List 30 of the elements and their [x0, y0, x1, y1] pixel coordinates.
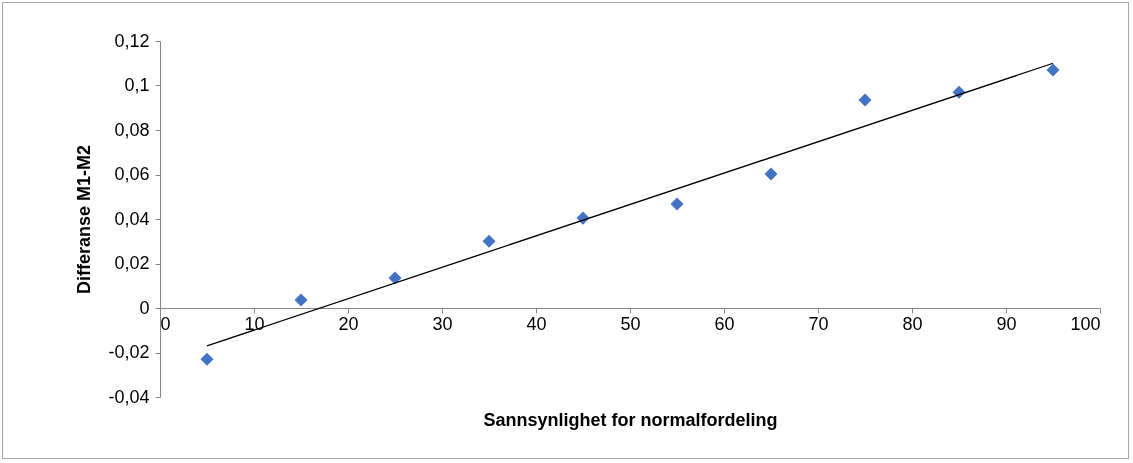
y-tick-label: 0,06: [114, 164, 150, 184]
x-tick-label: 80: [902, 313, 923, 334]
point: [670, 197, 684, 211]
y-tick-label: 0: [139, 297, 150, 318]
x-tick-label: 0: [160, 313, 171, 334]
point: [1046, 63, 1060, 77]
point: [764, 167, 778, 181]
y-tick-label: 0,02: [114, 253, 150, 273]
x-tick-label: 70: [808, 313, 829, 334]
x-tick-label: 90: [996, 313, 1017, 334]
x-tick-label: 100: [1070, 313, 1101, 334]
y-tick-label: -0,04: [108, 386, 150, 407]
x-tick-label: 40: [526, 313, 547, 334]
y-tick-label: 0,1: [124, 75, 150, 95]
point: [294, 293, 308, 307]
x-axis-title: Sannsynlighet for normalfordeling: [483, 409, 778, 430]
point: [858, 93, 872, 107]
y-tick-label: 0,08: [114, 119, 150, 140]
y-tick-label: 0,04: [114, 208, 150, 229]
x-tick-label: 10: [244, 313, 265, 334]
y-tick-label: 0,12: [114, 30, 150, 51]
point: [388, 271, 402, 285]
y-axis-title: Differanse M1-M2: [74, 144, 95, 295]
x-tick-label: 20: [338, 313, 359, 334]
y-tick-label: -0,02: [108, 342, 150, 362]
x-tick-label: 30: [432, 313, 453, 334]
x-tick-label: 60: [714, 313, 735, 334]
point: [200, 352, 214, 366]
point: [482, 234, 496, 248]
x-tick-label: 50: [620, 313, 641, 334]
